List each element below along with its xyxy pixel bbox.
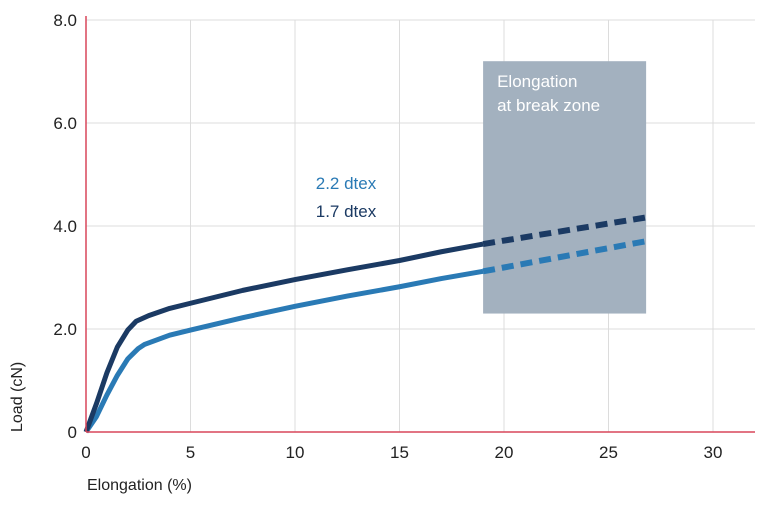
x-tick-label: 30 bbox=[704, 443, 723, 462]
series-lines bbox=[83, 213, 651, 434]
y-tick-label: 8.0 bbox=[53, 11, 77, 30]
axes bbox=[85, 16, 755, 433]
series-dashed-2-2-dtex bbox=[482, 237, 651, 275]
y-tick-label: 0 bbox=[68, 423, 77, 442]
y-tick-label: 4.0 bbox=[53, 217, 77, 236]
break-zone-label-line1: Elongation bbox=[497, 72, 577, 91]
x-tick-label: 0 bbox=[81, 443, 90, 462]
x-tick-label: 20 bbox=[495, 443, 514, 462]
break-zone-box bbox=[483, 61, 647, 314]
y-tick-label: 6.0 bbox=[53, 114, 77, 133]
series-line-1-7-dtex bbox=[83, 241, 484, 433]
legend-1-7-dtex: 1.7 dtex bbox=[316, 202, 377, 221]
x-tick-label: 15 bbox=[390, 443, 409, 462]
tick-labels: 0 5 10 15 20 25 30 0 2.0 4.0 6.0 8.0 bbox=[53, 11, 722, 462]
y-tick-label: 2.0 bbox=[53, 320, 77, 339]
series-dashed-1-7-dtex bbox=[482, 213, 651, 247]
legend-2-2-dtex: 2.2 dtex bbox=[316, 174, 377, 193]
x-tick-label: 25 bbox=[599, 443, 618, 462]
break-zone-label-line2: at break zone bbox=[497, 96, 600, 115]
series-line-2-2-dtex bbox=[83, 268, 484, 434]
y-axis-label: Load (cN) bbox=[9, 362, 26, 432]
x-tick-label: 5 bbox=[186, 443, 195, 462]
grid bbox=[86, 19, 755, 432]
x-axis-label: Elongation (%) bbox=[87, 477, 192, 494]
x-tick-label: 10 bbox=[286, 443, 305, 462]
